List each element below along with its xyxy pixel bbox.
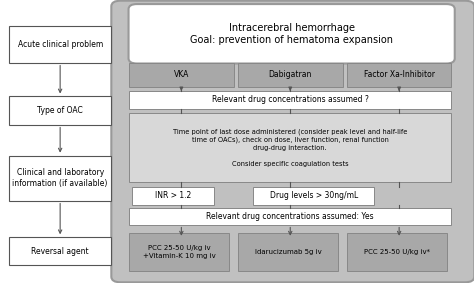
FancyBboxPatch shape <box>347 63 451 87</box>
Text: Reversal agent: Reversal agent <box>31 247 89 256</box>
Text: Relevant drug concentrations assumed ?: Relevant drug concentrations assumed ? <box>212 95 369 104</box>
Text: Acute clinical problem: Acute clinical problem <box>18 40 103 49</box>
Text: Drug levels > 30ng/mL: Drug levels > 30ng/mL <box>270 191 358 200</box>
FancyBboxPatch shape <box>128 4 455 63</box>
FancyBboxPatch shape <box>347 233 447 271</box>
FancyBboxPatch shape <box>132 186 214 205</box>
Text: VKA: VKA <box>173 70 189 79</box>
FancyBboxPatch shape <box>9 97 111 125</box>
Text: Intracerebral hemorrhage
Goal: prevention of hematoma expansion: Intracerebral hemorrhage Goal: preventio… <box>190 23 393 45</box>
FancyBboxPatch shape <box>253 186 374 205</box>
Text: PCC 25-50 U/kg iv*: PCC 25-50 U/kg iv* <box>364 249 430 255</box>
FancyBboxPatch shape <box>9 156 111 201</box>
FancyBboxPatch shape <box>129 208 451 225</box>
FancyBboxPatch shape <box>129 91 451 109</box>
FancyBboxPatch shape <box>111 1 474 282</box>
Text: Clinical and laboratory
information (if available): Clinical and laboratory information (if … <box>12 168 108 188</box>
Text: Idarucizumab 5g iv: Idarucizumab 5g iv <box>255 249 321 255</box>
FancyBboxPatch shape <box>9 26 111 63</box>
Text: Time point of last dose administered (consider peak level and half-life
time of : Time point of last dose administered (co… <box>173 128 408 167</box>
FancyBboxPatch shape <box>129 233 229 271</box>
FancyBboxPatch shape <box>9 237 111 265</box>
Text: Dabigatran: Dabigatran <box>269 70 312 79</box>
Text: Factor Xa-Inhibitor: Factor Xa-Inhibitor <box>364 70 435 79</box>
FancyBboxPatch shape <box>129 63 234 87</box>
FancyBboxPatch shape <box>238 233 338 271</box>
FancyBboxPatch shape <box>238 63 343 87</box>
FancyBboxPatch shape <box>129 113 451 182</box>
Text: INR > 1.2: INR > 1.2 <box>155 191 191 200</box>
Text: Type of OAC: Type of OAC <box>37 106 83 115</box>
Text: PCC 25-50 U/kg iv
+Vitamin-K 10 mg iv: PCC 25-50 U/kg iv +Vitamin-K 10 mg iv <box>143 245 215 259</box>
Text: Relevant drug concentrations assumed: Yes: Relevant drug concentrations assumed: Ye… <box>207 212 374 221</box>
